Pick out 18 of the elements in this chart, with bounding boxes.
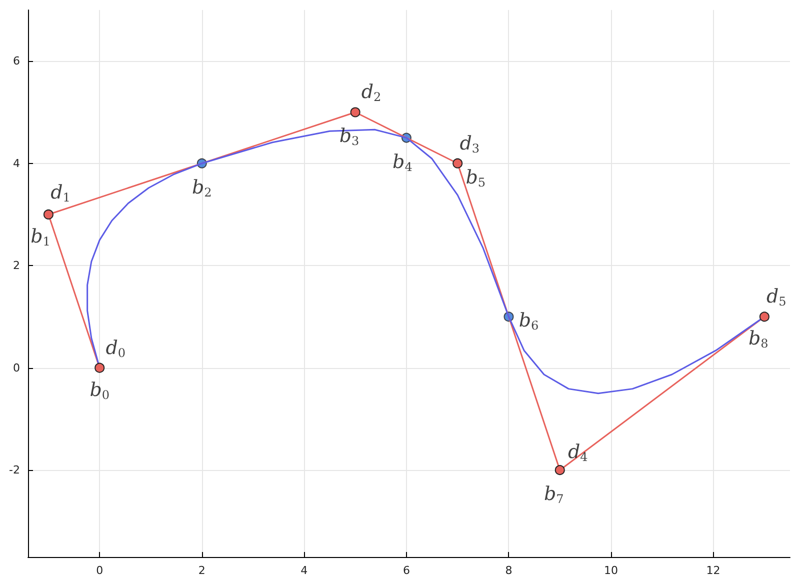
x-tick-label: 4 bbox=[300, 564, 308, 577]
x-tick-label: 12 bbox=[706, 564, 720, 577]
y-tick-label: 6 bbox=[13, 54, 20, 68]
y-tick-label: 0 bbox=[13, 361, 20, 374]
point bbox=[43, 209, 54, 220]
x-tick-label: 0 bbox=[96, 564, 104, 577]
y-tick-label: 4 bbox=[13, 156, 20, 170]
y-tick-label: 2 bbox=[13, 259, 20, 272]
x-tick-label: 10 bbox=[604, 564, 618, 577]
point bbox=[554, 465, 565, 476]
y-tick-label: -2 bbox=[9, 464, 20, 477]
x-tick-label: 2 bbox=[198, 564, 206, 577]
point bbox=[759, 312, 770, 322]
x-tick-label: 8 bbox=[505, 564, 512, 577]
point bbox=[350, 107, 360, 118]
x-tick-label: 6 bbox=[402, 564, 410, 577]
point bbox=[94, 362, 105, 373]
point bbox=[452, 158, 463, 168]
